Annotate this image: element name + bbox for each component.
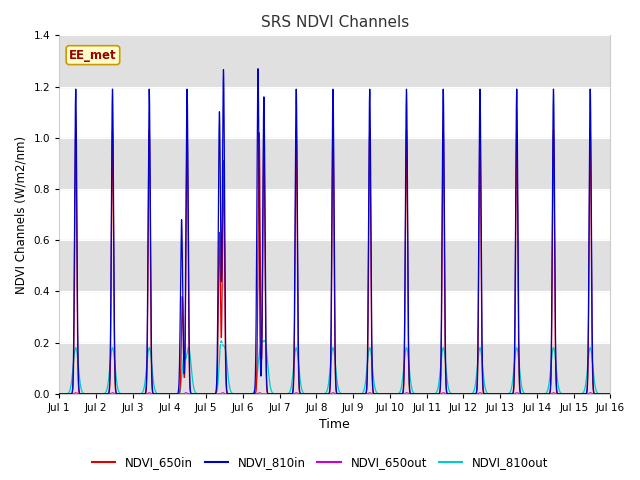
X-axis label: Time: Time [319, 419, 350, 432]
Bar [60, 343, 611, 394]
Bar [60, 240, 611, 291]
Y-axis label: NDVI Channels (W/m2/nm): NDVI Channels (W/m2/nm) [15, 135, 28, 294]
Bar [60, 138, 611, 189]
Bar [60, 36, 611, 86]
Title: SRS NDVI Channels: SRS NDVI Channels [260, 15, 409, 30]
Legend: NDVI_650in, NDVI_810in, NDVI_650out, NDVI_810out: NDVI_650in, NDVI_810in, NDVI_650out, NDV… [87, 452, 553, 474]
Text: EE_met: EE_met [69, 48, 116, 61]
